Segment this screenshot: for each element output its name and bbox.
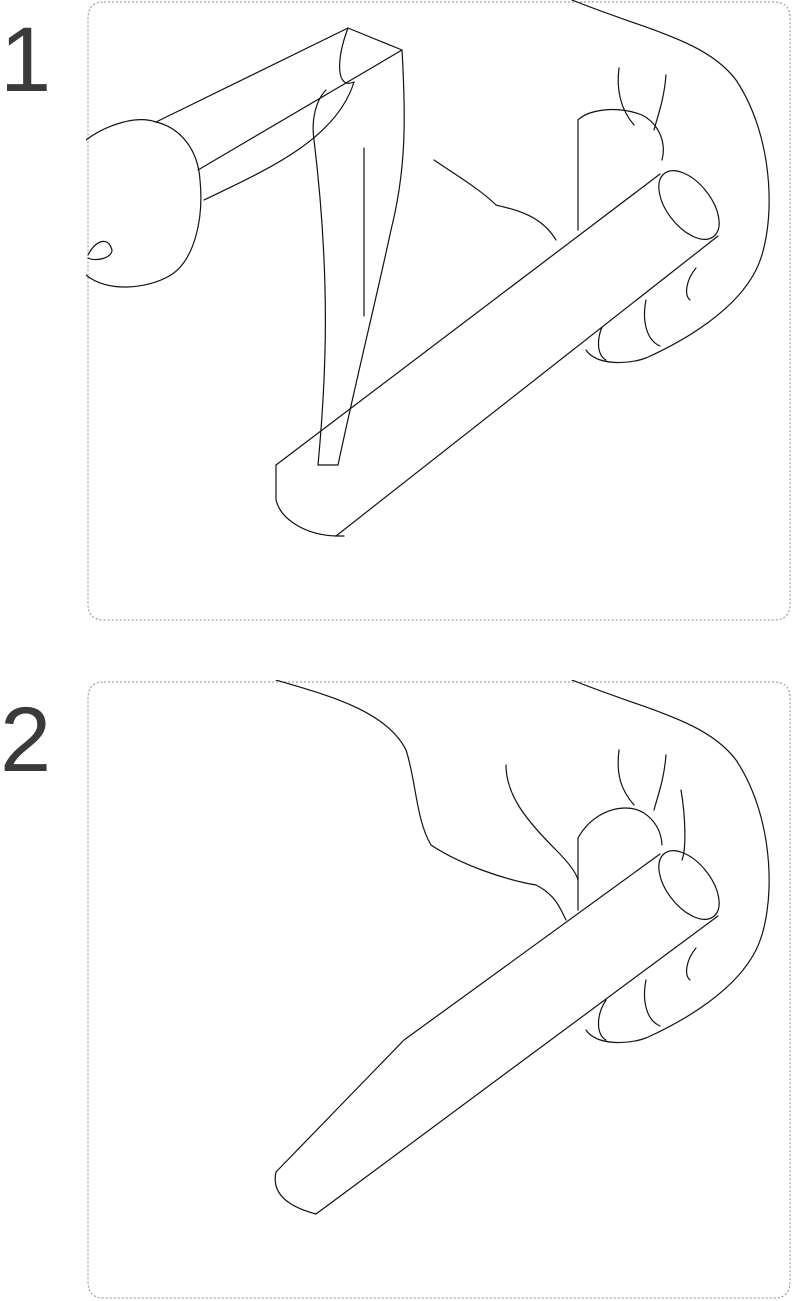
step-2-number: 2 xyxy=(0,689,52,791)
step-2-panel xyxy=(86,680,792,1300)
step-1-panel xyxy=(86,0,792,622)
step-1-illustration xyxy=(86,0,791,621)
hammer-icon xyxy=(86,27,405,466)
panel-frame xyxy=(87,1,791,621)
panel-frame xyxy=(87,681,791,1299)
rod-icon xyxy=(275,170,720,537)
rod-icon xyxy=(274,850,720,1215)
step-1-number: 1 xyxy=(0,9,52,111)
hand-icon xyxy=(433,0,770,364)
step-2-illustration xyxy=(87,680,791,1299)
hand-icon xyxy=(275,680,770,1044)
